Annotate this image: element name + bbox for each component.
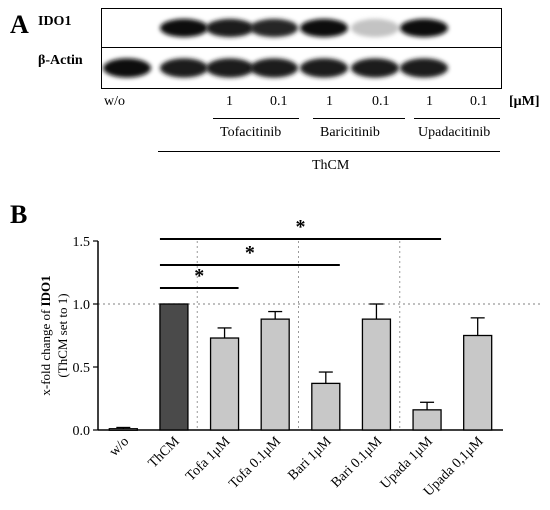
x-tick-label: Bari 1μM (285, 434, 335, 484)
drug-label-bari: Baricitinib (320, 125, 380, 140)
y-tick-label: 1.0 (73, 298, 91, 313)
blot-label-actin: β-Actin (38, 53, 83, 68)
y-tick-label: 1.5 (73, 235, 91, 250)
y-axis-label: x-fold change of IDO1 (38, 275, 53, 395)
ido1-band (160, 18, 208, 38)
bar (260, 318, 290, 431)
significance-marker: * (194, 265, 204, 287)
group-line-upada (414, 118, 500, 119)
actin-band (351, 58, 399, 78)
group-line-tofa (213, 118, 299, 119)
unit-label: [μM] (509, 94, 540, 109)
bar (108, 428, 138, 431)
lane-label-tofa-1: 1 (226, 94, 233, 109)
y-tick-label: 0.5 (73, 361, 91, 376)
drug-label-upada: Upadacitinib (418, 125, 491, 140)
significance-marker: * (296, 216, 306, 238)
lane-label-bari-1: 1 (326, 94, 333, 109)
bar (361, 318, 392, 431)
x-tick-label: Tofa 0.1μM (226, 434, 284, 492)
actin-band (300, 58, 348, 78)
actin-band (103, 58, 151, 78)
lane-label-upada-1: 1 (426, 94, 433, 109)
actin-band (160, 58, 208, 78)
group-line-bari (313, 118, 405, 119)
x-tick-label: ThCM (146, 434, 183, 471)
y-axis-label-text: x-fold change of (38, 306, 53, 395)
x-tick-label: Tofa 1μM (183, 434, 234, 485)
significance-marker: * (245, 242, 255, 264)
y-tick-label: 0.0 (73, 424, 91, 439)
blot-actin-strip (101, 47, 502, 89)
x-tick-label: w/o (107, 434, 132, 459)
blot-label-ido1: IDO1 (38, 14, 72, 29)
x-tick-label: Bari 0.1μM (329, 434, 386, 491)
actin-band (250, 58, 298, 78)
lane-label-wo: w/o (104, 94, 125, 109)
bar (209, 337, 240, 431)
ido1-band (300, 18, 348, 38)
panel-b-letter: B (10, 200, 28, 229)
treatment-line (158, 151, 500, 152)
blot-actin-bands (103, 58, 448, 78)
ido1-band (351, 18, 399, 38)
lane-label-upada-01: 0.1 (470, 94, 488, 109)
actin-band (206, 58, 254, 78)
lane-label-tofa-01: 0.1 (270, 94, 288, 109)
ido1-band (206, 18, 254, 38)
bar (412, 409, 442, 431)
bar (463, 334, 493, 431)
lane-label-bari-01: 0.1 (372, 94, 390, 109)
bar (311, 382, 341, 431)
y-axis-label-sub: (ThCM set to 1) (55, 293, 70, 377)
y-axis-label-bold: IDO1 (38, 275, 53, 306)
blot-ido1-bands (160, 18, 448, 38)
panel-a-letter: A (10, 10, 29, 39)
drug-label-tofa: Tofacitinib (220, 125, 282, 140)
ido1-band (400, 18, 448, 38)
actin-band (400, 58, 448, 78)
blot-ido1-strip (101, 8, 502, 48)
bar (159, 303, 189, 431)
treatment-label: ThCM (312, 158, 350, 173)
ido1-band (250, 18, 298, 38)
